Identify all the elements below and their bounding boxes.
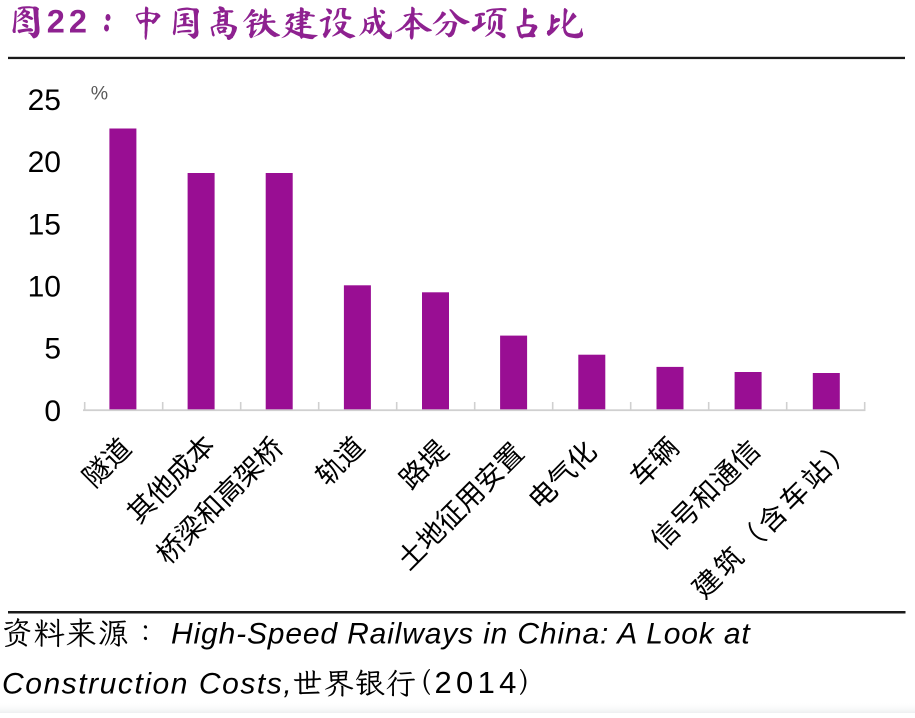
svg-text:10: 10 [28, 271, 61, 304]
svg-text:5: 5 [44, 333, 61, 366]
svg-text:20: 20 [28, 146, 61, 179]
svg-text:25: 25 [28, 84, 61, 117]
svg-text:0: 0 [44, 395, 61, 428]
svg-text:%: % [91, 83, 108, 105]
svg-text:Construction Costs,: Construction Costs, [2, 668, 293, 701]
svg-text:22: 22 [47, 3, 91, 39]
svg-text:2014: 2014 [435, 665, 521, 700]
svg-text:High-Speed Railways in China:: High-Speed Railways in China: A Look at [171, 618, 751, 651]
svg-text:15: 15 [28, 208, 61, 241]
